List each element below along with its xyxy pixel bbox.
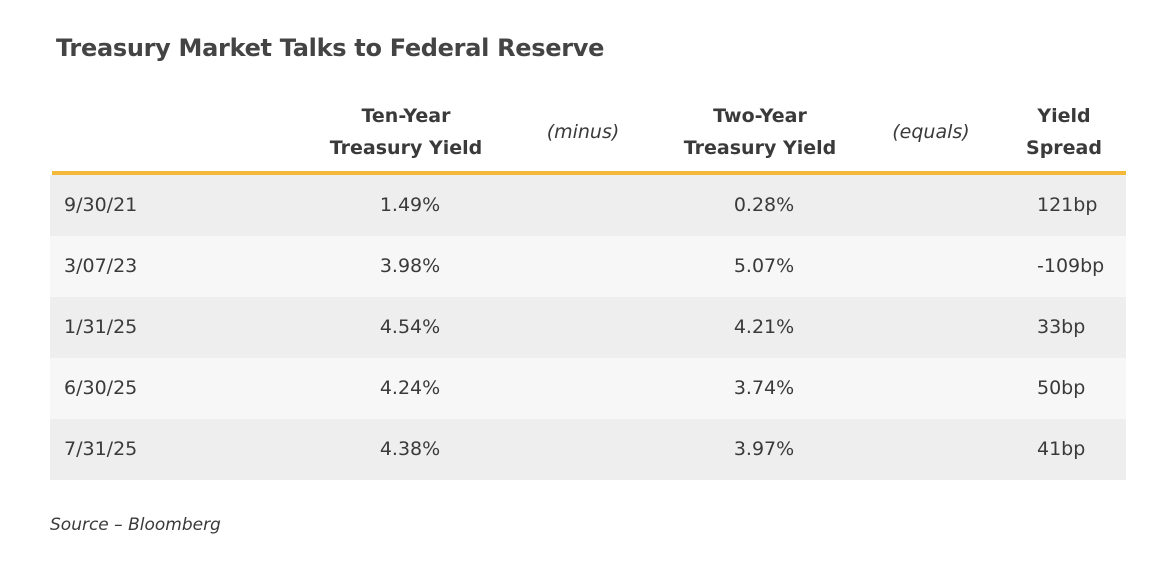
cell-date: 1/31/25 [64,316,138,338]
header-two-year: Two-Year Treasury Yield [660,92,860,172]
header-equals-operator: (equals) [866,92,996,172]
cell-spread: 121bp [1037,194,1098,216]
cell-two-year: 5.07% [733,255,795,277]
cell-two-year: 4.21% [733,316,795,338]
table-header: Ten-Year Treasury Yield (minus) Two-Year… [50,92,1126,172]
cell-ten-year: 4.38% [379,438,441,460]
header-yield-spread: Yield Spread [1014,92,1114,172]
header-ten-year: Ten-Year Treasury Yield [306,92,506,172]
cell-date: 3/07/23 [64,255,138,277]
header-two-year-line1: Two-Year [713,105,807,127]
header-two-year-line2: Treasury Yield [683,137,837,159]
cell-spread: 33bp [1037,316,1086,338]
chart-title: Treasury Market Talks to Federal Reserve [56,34,605,62]
cell-date: 9/30/21 [64,194,138,216]
cell-spread: -109bp [1037,255,1105,277]
cell-ten-year: 4.54% [379,316,441,338]
header-minus-operator: (minus) [518,92,648,172]
table-row: 7/31/25 4.38% 3.97% 41bp [50,419,1126,480]
header-ten-year-line1: Ten-Year [361,105,451,127]
table-row: 3/07/23 3.98% 5.07% -109bp [50,236,1126,297]
table-row: 9/30/21 1.49% 0.28% 121bp [50,175,1126,236]
cell-date: 7/31/25 [64,438,138,460]
cell-ten-year: 4.24% [379,377,441,399]
header-spread-line2: Spread [1026,137,1102,159]
cell-spread: 41bp [1037,438,1086,460]
source-note: Source – Bloomberg [50,515,221,535]
minus-label: (minus) [546,121,620,143]
cell-date: 6/30/25 [64,377,138,399]
cell-two-year: 0.28% [733,194,795,216]
table-row: 1/31/25 4.54% 4.21% 33bp [50,297,1126,358]
header-ten-year-line2: Treasury Yield [329,137,483,159]
table-row: 6/30/25 4.24% 3.74% 50bp [50,358,1126,419]
header-spread-line1: Yield [1037,105,1091,127]
cell-ten-year: 1.49% [379,194,441,216]
header-accent-rule [52,171,1126,175]
cell-ten-year: 3.98% [379,255,441,277]
cell-two-year: 3.97% [733,438,795,460]
cell-two-year: 3.74% [733,377,795,399]
equals-label: (equals) [892,121,970,143]
table-body: 9/30/21 1.49% 0.28% 121bp 3/07/23 3.98% … [50,175,1126,480]
cell-spread: 50bp [1037,377,1086,399]
